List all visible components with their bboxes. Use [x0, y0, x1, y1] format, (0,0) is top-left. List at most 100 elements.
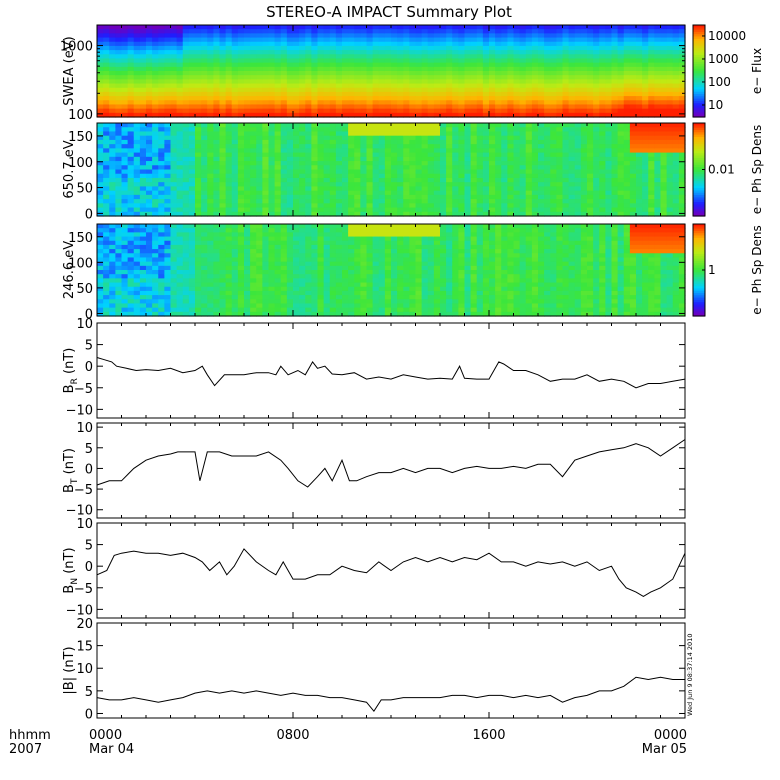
- heat-cell: [427, 177, 435, 183]
- heat-cell: [666, 190, 674, 196]
- heat-cell: [366, 139, 374, 145]
- heat-cell: [617, 71, 625, 76]
- heat-cell: [446, 131, 453, 137]
- heat-cell: [354, 45, 361, 51]
- heat-cell: [489, 127, 496, 133]
- heat-cell: [654, 75, 662, 80]
- heat-cell: [482, 100, 490, 106]
- heat-cell: [507, 75, 515, 80]
- heat-cell: [219, 37, 227, 43]
- heat-cell: [152, 177, 159, 183]
- heat-cell: [121, 311, 129, 317]
- heat-cell: [305, 169, 312, 175]
- heat-cell: [366, 79, 374, 85]
- heat-cell: [599, 165, 606, 171]
- heat-cell: [513, 87, 521, 93]
- heat-cell: [642, 131, 649, 137]
- heat-cell: [599, 104, 606, 110]
- heat-cell: [556, 199, 564, 204]
- heat-cell: [605, 91, 613, 97]
- heat-cell: [397, 79, 404, 85]
- heat-cell: [164, 139, 172, 145]
- heat-cell: [274, 91, 282, 97]
- heat-cell: [617, 131, 625, 137]
- heat-cell: [660, 131, 668, 137]
- heat-cell: [458, 66, 466, 72]
- heat-cell: [666, 62, 674, 68]
- heat-cell: [293, 112, 300, 118]
- heat-cell: [501, 41, 508, 47]
- heat-cell: [244, 207, 251, 213]
- heat-cell: [648, 135, 655, 141]
- heat-cell: [415, 54, 423, 60]
- heat-cell: [538, 112, 545, 118]
- heat-cell: [538, 152, 545, 158]
- heat-cell: [201, 261, 208, 267]
- heat-cell: [482, 131, 490, 137]
- heat-cell: [489, 177, 496, 183]
- heat-cell: [201, 199, 208, 204]
- heat-cell: [213, 211, 221, 217]
- heat-cell: [342, 45, 349, 51]
- heat-cell: [133, 91, 141, 97]
- heat-cell: [280, 100, 288, 106]
- heat-cell: [201, 249, 208, 254]
- heat-cell: [274, 173, 282, 179]
- heat-cell: [158, 173, 165, 179]
- heat-cell: [127, 257, 135, 263]
- heat-cell: [329, 156, 337, 162]
- heat-cell: [495, 135, 502, 141]
- heat-cell: [293, 131, 300, 137]
- heat-cell: [219, 66, 227, 72]
- heat-cell: [354, 58, 361, 64]
- heat-cell: [648, 112, 655, 118]
- heat-cell: [409, 144, 417, 149]
- heat-cell: [605, 66, 613, 72]
- heat-cell: [213, 139, 221, 145]
- heat-cell: [280, 194, 288, 200]
- heat-cell: [158, 228, 165, 233]
- heat-cell: [329, 123, 337, 128]
- heat-cell: [170, 307, 178, 313]
- heat-cell: [378, 135, 386, 141]
- heat-cell: [250, 25, 257, 30]
- heat-cell: [513, 139, 521, 145]
- heat-cell: [372, 169, 380, 175]
- heat-cell: [556, 108, 564, 114]
- heat-cell: [550, 161, 557, 166]
- heat-cell: [531, 131, 539, 137]
- heat-cell: [599, 182, 606, 188]
- heat-cell: [262, 104, 270, 110]
- heat-cell: [495, 169, 502, 175]
- heat-cell: [115, 91, 123, 97]
- heat-cell: [654, 131, 662, 137]
- heat-cell: [378, 33, 386, 39]
- heat-cell: [121, 152, 129, 158]
- heat-cell: [109, 54, 116, 60]
- heat-cell: [538, 144, 545, 149]
- heat-cell: [176, 265, 184, 271]
- heat-cell: [146, 112, 153, 118]
- heat-cell: [121, 100, 129, 106]
- heat-cell: [501, 25, 508, 30]
- heat-cell: [225, 96, 233, 101]
- heat-cell: [115, 144, 123, 149]
- heat-cell: [335, 54, 343, 60]
- heat-cell: [231, 199, 239, 204]
- heat-cell: [525, 41, 533, 47]
- heat-cell: [207, 123, 214, 128]
- heat-cell: [642, 139, 649, 145]
- heat-cell: [562, 75, 570, 80]
- heat-cell: [636, 79, 643, 85]
- heat-cell: [121, 236, 129, 242]
- heat-cell: [611, 75, 619, 80]
- heat-cell: [513, 112, 521, 118]
- heat-cell: [127, 139, 135, 145]
- heat-cell: [256, 96, 263, 101]
- heat-cell: [188, 96, 196, 101]
- heat-cell: [507, 161, 515, 166]
- heat-cell: [139, 25, 147, 30]
- heat-cell: [648, 211, 655, 217]
- heat-cell: [562, 152, 570, 158]
- heat-cell: [158, 232, 165, 238]
